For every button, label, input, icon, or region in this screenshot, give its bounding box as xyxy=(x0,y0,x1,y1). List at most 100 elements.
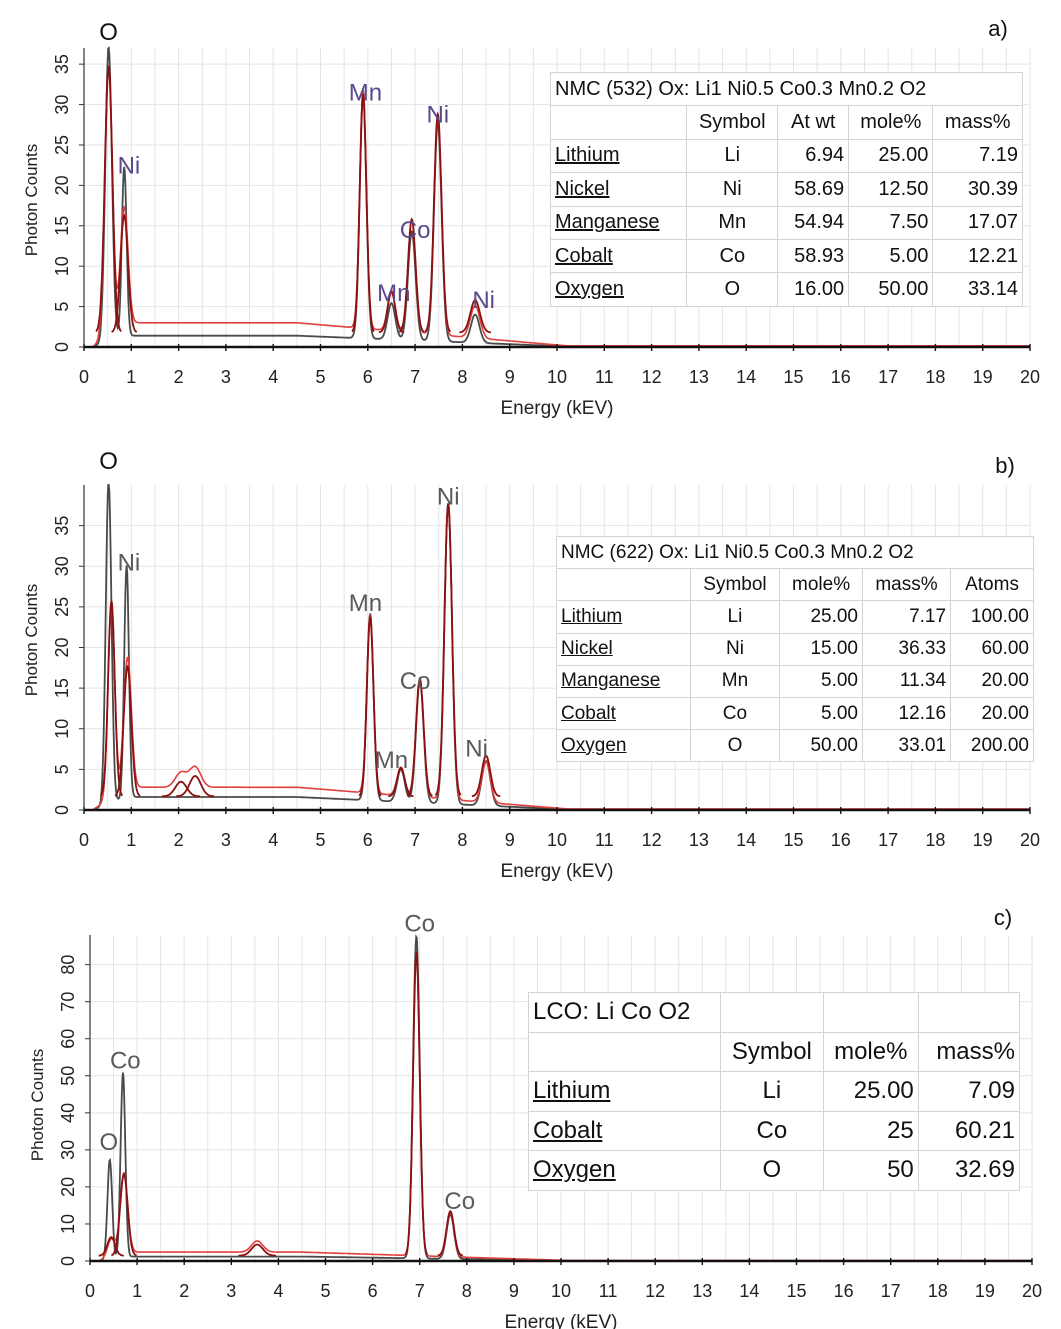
peak-emphasis xyxy=(176,775,215,798)
header-cell: mole% xyxy=(822,1031,919,1072)
peak-label: Co xyxy=(404,910,435,937)
peak-label: Mn xyxy=(375,747,408,774)
mass-percent: 7.19 xyxy=(932,138,1023,174)
element-symbol: Ni xyxy=(686,172,779,207)
y-tick-label: 0 xyxy=(52,342,72,352)
mole-percent: 25.00 xyxy=(822,1071,919,1112)
peak-emphasis xyxy=(471,754,501,798)
peak-label: Co xyxy=(400,217,431,244)
peak-emphasis xyxy=(95,65,122,333)
header-cell xyxy=(556,568,691,602)
peak-emphasis xyxy=(459,299,491,334)
table-row: Cobalt Co 5.00 12.16 20.00 xyxy=(556,696,1034,731)
mass-percent: 30.39 xyxy=(932,172,1023,207)
y-tick-label: 0 xyxy=(52,805,72,815)
x-tick-label: 7 xyxy=(410,367,420,387)
y-tick-label: 30 xyxy=(52,95,72,115)
x-tick-label: 7 xyxy=(415,1281,425,1301)
y-tick-label: 10 xyxy=(52,719,72,739)
x-axis-title: Energy (kEV) xyxy=(501,398,614,419)
mole-percent: 5.00 xyxy=(779,664,863,698)
element-symbol: Li xyxy=(720,1071,824,1112)
x-tick-label: 1 xyxy=(132,1281,142,1301)
x-tick-label: 12 xyxy=(642,830,662,850)
mass-percent: 60.21 xyxy=(917,1110,1021,1151)
peak-emphasis xyxy=(404,951,429,1256)
peak-label: Ni xyxy=(118,152,141,179)
y-tick-label: 50 xyxy=(58,1066,78,1086)
peak-label: Ni xyxy=(437,484,460,511)
x-tick-label: 15 xyxy=(783,367,803,387)
header-cell: At wt xyxy=(777,105,850,140)
peak-emphasis xyxy=(162,780,200,798)
x-tick-label: 15 xyxy=(783,830,803,850)
mass-percent: 33.01 xyxy=(861,729,952,763)
atoms: 20.00 xyxy=(950,664,1034,698)
table-row: Oxygen O 50 32.69 xyxy=(527,1150,1021,1191)
table-row: Lithium Li 25.00 7.09 xyxy=(527,1071,1021,1112)
element-symbol: Co xyxy=(689,696,781,731)
x-tick-label: 12 xyxy=(645,1281,665,1301)
mass-percent: 7.09 xyxy=(917,1071,1021,1112)
peak-emphasis xyxy=(98,1236,124,1257)
table-row: Oxygen O 16.00 50.00 33.14 xyxy=(549,272,1023,307)
header-cell: Atoms xyxy=(950,568,1034,602)
atoms: 200.00 xyxy=(950,729,1034,763)
x-tick-label: 18 xyxy=(925,367,945,387)
peak-emphasis xyxy=(378,290,405,334)
peak-emphasis xyxy=(434,503,462,796)
x-tick-label: 5 xyxy=(320,1281,330,1301)
element-name: Manganese xyxy=(549,205,688,240)
peak-emphasis xyxy=(437,1210,464,1257)
mole-percent: 50 xyxy=(822,1150,919,1191)
x-tick-label: 10 xyxy=(547,830,567,850)
x-tick-label: 20 xyxy=(1020,830,1040,850)
atomic-weight: 54.94 xyxy=(777,205,850,240)
element-name: Nickel xyxy=(556,632,691,666)
peak-emphasis xyxy=(114,664,141,797)
y-tick-label: 20 xyxy=(58,1177,78,1197)
mole-percent: 50.00 xyxy=(779,729,863,763)
header-cell: Symbol xyxy=(720,1031,824,1072)
table-row: Nickel Ni 15.00 36.33 60.00 xyxy=(556,632,1034,666)
x-tick-label: 19 xyxy=(973,830,993,850)
peak-emphasis xyxy=(351,93,375,333)
mole-percent: 5.00 xyxy=(848,238,934,274)
x-tick-label: 9 xyxy=(509,1281,519,1301)
x-tick-label: 3 xyxy=(226,1281,236,1301)
y-tick-label: 10 xyxy=(58,1214,78,1234)
x-tick-label: 4 xyxy=(273,1281,283,1301)
element-symbol: Mn xyxy=(689,664,781,698)
panel-label: c) xyxy=(994,905,1012,930)
table-row: Lithium Li 6.94 25.00 7.19 xyxy=(549,138,1023,174)
x-tick-label: 11 xyxy=(595,830,614,850)
x-tick-label: 1 xyxy=(126,367,136,387)
y-axis-title: Photon Counts xyxy=(22,584,41,696)
y-tick-label: 40 xyxy=(58,1103,78,1123)
header-cell: mass% xyxy=(917,1031,1021,1072)
x-tick-label: 16 xyxy=(831,830,851,850)
mass-percent: 17.07 xyxy=(932,205,1023,240)
nmc532-composition-table: NMC (532) Ox: Li1 Ni0.5 Co0.3 Mn0.2 O2 S… xyxy=(549,71,1023,307)
x-axis-title: Energy (kEV) xyxy=(505,1312,618,1329)
atomic-weight: 58.93 xyxy=(777,238,850,274)
x-tick-label: 7 xyxy=(410,830,420,850)
y-tick-label: 35 xyxy=(52,54,72,74)
x-tick-label: 3 xyxy=(221,830,231,850)
y-axis-title: Photon Counts xyxy=(22,144,41,256)
header-cell: Symbol xyxy=(689,568,781,602)
atomic-weight: 16.00 xyxy=(777,272,850,307)
x-tick-label: 20 xyxy=(1020,367,1040,387)
mass-percent: 12.21 xyxy=(932,238,1023,274)
table-row: Cobalt Co 58.93 5.00 12.21 xyxy=(549,238,1023,274)
table-row: Cobalt Co 25 60.21 xyxy=(527,1110,1021,1151)
x-tick-label: 13 xyxy=(689,830,709,850)
mole-percent: 7.50 xyxy=(848,205,934,240)
x-tick-label: 14 xyxy=(736,830,756,850)
table-row: Manganese Mn 54.94 7.50 17.07 xyxy=(549,205,1023,240)
peak-emphasis xyxy=(406,676,433,797)
peak-label: O xyxy=(99,448,118,475)
peak-label: Co xyxy=(110,1047,141,1074)
peak-label: O xyxy=(99,19,118,46)
x-tick-label: 2 xyxy=(174,830,184,850)
